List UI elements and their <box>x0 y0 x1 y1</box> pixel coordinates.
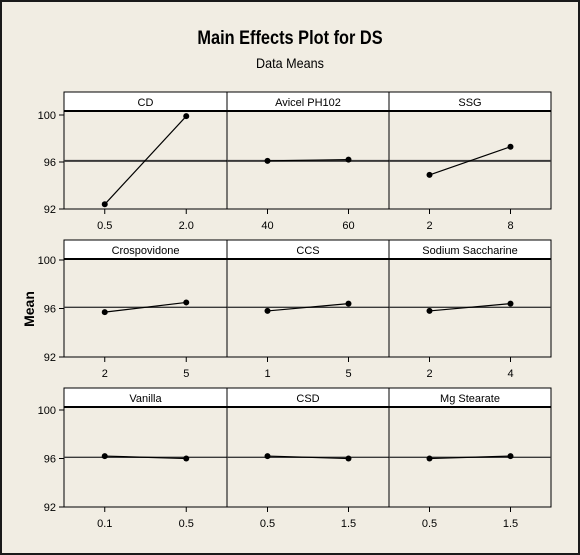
y-tick-label-96: 96 <box>44 454 56 466</box>
point-sodium-saccharine-2 <box>426 307 433 314</box>
x-tick-label-ccs-0: 1 <box>264 368 270 380</box>
y-tick-label-96: 96 <box>44 304 56 316</box>
x-tick-label-crospovidone-1: 5 <box>183 368 189 380</box>
point-ssg-2 <box>426 171 433 178</box>
chart-subtitle: Data Means <box>256 55 324 71</box>
x-tick-label-ccs-1: 5 <box>345 368 351 380</box>
panel-title-ssg: SSG <box>458 97 481 109</box>
y-tick-label-92: 92 <box>44 204 56 216</box>
x-tick-label-csd-1: 1.5 <box>341 518 356 530</box>
panel-title-sodium-saccharine: Sodium Saccharine <box>422 245 517 257</box>
x-tick-label-avicel-ph102-0: 40 <box>261 220 273 232</box>
x-tick-label-cd-1: 2.0 <box>179 220 194 232</box>
point-csd-1.5 <box>345 455 352 462</box>
panel-title-ccs: CCS <box>296 245 319 257</box>
x-tick-label-sodium-saccharine-0: 2 <box>426 368 432 380</box>
y-tick-label-96: 96 <box>44 157 56 169</box>
point-csd-0.5 <box>264 453 271 460</box>
x-tick-label-ssg-1: 8 <box>507 220 513 232</box>
point-cd-0.5 <box>101 201 108 208</box>
x-tick-label-vanilla-0: 0.1 <box>97 518 112 530</box>
point-ccs-1 <box>264 307 271 314</box>
y-tick-label-92: 92 <box>44 352 56 364</box>
x-tick-label-mg-stearate-0: 0.5 <box>422 518 437 530</box>
point-vanilla-0.5 <box>183 455 190 462</box>
effect-line-vanilla <box>104 455 187 460</box>
x-tick-label-mg-stearate-1: 1.5 <box>503 518 518 530</box>
point-vanilla-0.1 <box>101 453 108 460</box>
effect-line-avicel-ph102 <box>267 159 349 162</box>
point-crospovidone-5 <box>183 299 190 306</box>
y-tick-label-100: 100 <box>38 110 56 122</box>
x-tick-label-csd-0: 0.5 <box>260 518 275 530</box>
point-ssg-8 <box>507 143 514 150</box>
panel-title-vanilla: Vanilla <box>129 393 162 405</box>
point-crospovidone-2 <box>101 309 108 316</box>
point-mg-stearate-1.5 <box>507 453 514 460</box>
x-tick-label-avicel-ph102-1: 60 <box>342 220 354 232</box>
point-ccs-5 <box>345 300 352 307</box>
effect-line-csd <box>267 455 349 460</box>
panel-title-cd: CD <box>138 97 154 109</box>
effect-line-crospovidone <box>104 301 187 313</box>
x-tick-label-crospovidone-0: 2 <box>102 368 108 380</box>
effect-line-ccs <box>267 303 349 312</box>
point-avicel-ph102-40 <box>264 157 271 164</box>
effect-line-cd <box>104 115 187 205</box>
y-tick-label-100: 100 <box>38 255 56 267</box>
x-tick-label-sodium-saccharine-1: 4 <box>507 368 513 380</box>
point-cd-2.0 <box>183 113 190 120</box>
effect-line-mg-stearate <box>429 455 511 460</box>
panel-title-csd: CSD <box>296 393 319 405</box>
point-sodium-saccharine-4 <box>507 300 514 307</box>
x-tick-label-vanilla-1: 0.5 <box>179 518 194 530</box>
chart-title: Main Effects Plot for DS <box>197 28 383 49</box>
panel-title-mg-stearate: Mg Stearate <box>440 393 500 405</box>
x-tick-label-ssg-0: 2 <box>426 220 432 232</box>
effect-line-ssg <box>429 146 511 176</box>
panel-title-crospovidone: Crospovidone <box>112 245 180 257</box>
point-avicel-ph102-60 <box>345 156 352 163</box>
effect-line-sodium-saccharine <box>429 303 511 312</box>
y-tick-label-100: 100 <box>38 405 56 417</box>
y-tick-label-92: 92 <box>44 502 56 514</box>
x-tick-label-cd-0: 0.5 <box>97 220 112 232</box>
point-mg-stearate-0.5 <box>426 455 433 462</box>
panel-title-avicel-ph102: Avicel PH102 <box>275 97 341 109</box>
